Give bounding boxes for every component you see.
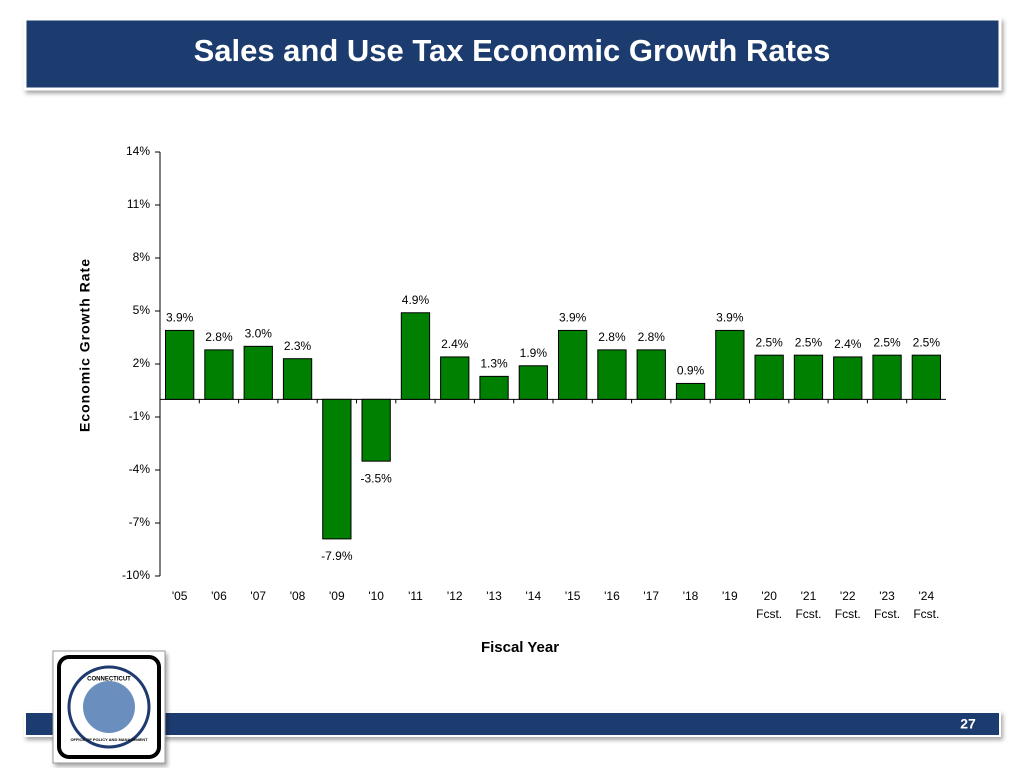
- x-tick-label: '10: [368, 589, 384, 603]
- value-label: 3.9%: [166, 311, 194, 325]
- x-tick-label: '12: [447, 589, 463, 603]
- value-label: 2.8%: [638, 330, 666, 344]
- y-tick-label: -1%: [129, 409, 151, 423]
- bar: [518, 365, 548, 400]
- value-label: 2.5%: [913, 335, 941, 349]
- value-label: 3.0%: [245, 327, 273, 341]
- x-tick-label: Fcst.: [835, 607, 861, 621]
- y-tick-label: 2%: [133, 356, 151, 370]
- x-tick-label: '13: [486, 589, 502, 603]
- value-label: 2.5%: [873, 335, 901, 349]
- y-tick-label: -7%: [129, 515, 151, 529]
- value-label: 2.8%: [598, 330, 626, 344]
- x-tick-label: '17: [643, 589, 659, 603]
- x-tick-label: Fcst.: [756, 607, 782, 621]
- bar: [558, 329, 588, 400]
- x-tick-label: '18: [683, 589, 699, 603]
- y-tick-label: -10%: [122, 568, 150, 582]
- value-label: 2.4%: [834, 337, 862, 351]
- bar: [322, 398, 352, 540]
- value-label: 3.9%: [559, 311, 587, 325]
- value-label: 1.9%: [520, 346, 548, 360]
- x-tick-label: Fcst.: [874, 607, 900, 621]
- y-axis-title: Economic Growth Rate: [77, 258, 93, 432]
- value-label: 1.3%: [480, 357, 508, 371]
- value-label: 2.8%: [205, 330, 233, 344]
- x-tick-label: '14: [526, 589, 542, 603]
- x-tick-label: '20: [761, 589, 777, 603]
- bar: [282, 358, 313, 400]
- header-banner: [23, 17, 1002, 91]
- bar: [243, 345, 273, 400]
- y-tick-label: -4%: [129, 462, 151, 476]
- bar: [479, 375, 509, 400]
- bar: [715, 329, 745, 400]
- bar: [597, 349, 627, 400]
- bar: [872, 354, 902, 400]
- chart-title: Sales and Use Tax Economic Growth Rates: [194, 33, 831, 68]
- y-tick-label: 14%: [126, 144, 150, 158]
- y-tick-label: 8%: [133, 250, 151, 264]
- bar: [361, 398, 391, 462]
- x-tick-label: '23: [879, 589, 895, 603]
- value-label: 4.9%: [402, 293, 430, 307]
- x-tick-label: '22: [840, 589, 856, 603]
- value-label: -3.5%: [360, 471, 392, 485]
- bar: [165, 329, 195, 400]
- x-tick-label: '16: [604, 589, 620, 603]
- bar: [400, 312, 431, 400]
- x-tick-label: '24: [919, 589, 935, 603]
- value-label: 3.9%: [716, 311, 744, 325]
- value-label: 2.5%: [795, 335, 823, 349]
- x-tick-label: '05: [172, 589, 188, 603]
- page-number: 27: [960, 716, 976, 732]
- x-tick-label: Fcst.: [913, 607, 939, 621]
- bar: [204, 349, 234, 400]
- x-tick-label: '11: [408, 589, 423, 603]
- logo-bottom-text: OFFICE OF POLICY AND MANAGEMENT: [70, 737, 148, 742]
- y-tick-label: 5%: [133, 303, 151, 317]
- bar: [636, 349, 666, 400]
- logo-dome: [83, 681, 135, 733]
- logo: CONNECTICUT OFFICE OF POLICY AND MANAGEM…: [52, 650, 166, 764]
- value-label: 2.5%: [755, 335, 783, 349]
- value-label: 2.3%: [284, 339, 312, 353]
- value-label: 0.9%: [677, 364, 705, 378]
- logo-top-text: CONNECTICUT: [87, 677, 131, 683]
- x-tick-label: '09: [329, 589, 345, 603]
- footer-bar: [24, 711, 1001, 737]
- x-tick-label: '07: [250, 589, 266, 603]
- bar: [833, 356, 863, 400]
- x-tick-label: '21: [801, 589, 817, 603]
- bar: [675, 382, 706, 400]
- bar: [754, 354, 784, 400]
- value-label: 2.4%: [441, 337, 469, 351]
- y-tick-label: 11%: [127, 197, 150, 211]
- x-tick-label: '19: [722, 589, 738, 603]
- bar: [440, 356, 470, 400]
- x-tick-label: '15: [565, 589, 581, 603]
- x-tick-label: '08: [290, 589, 306, 603]
- bar: [911, 354, 941, 400]
- x-tick-label: Fcst.: [795, 607, 821, 621]
- x-tick-label: '06: [211, 589, 227, 603]
- value-label: -7.9%: [321, 549, 353, 563]
- bar: [793, 354, 824, 400]
- x-axis-title: Fiscal Year: [481, 639, 559, 656]
